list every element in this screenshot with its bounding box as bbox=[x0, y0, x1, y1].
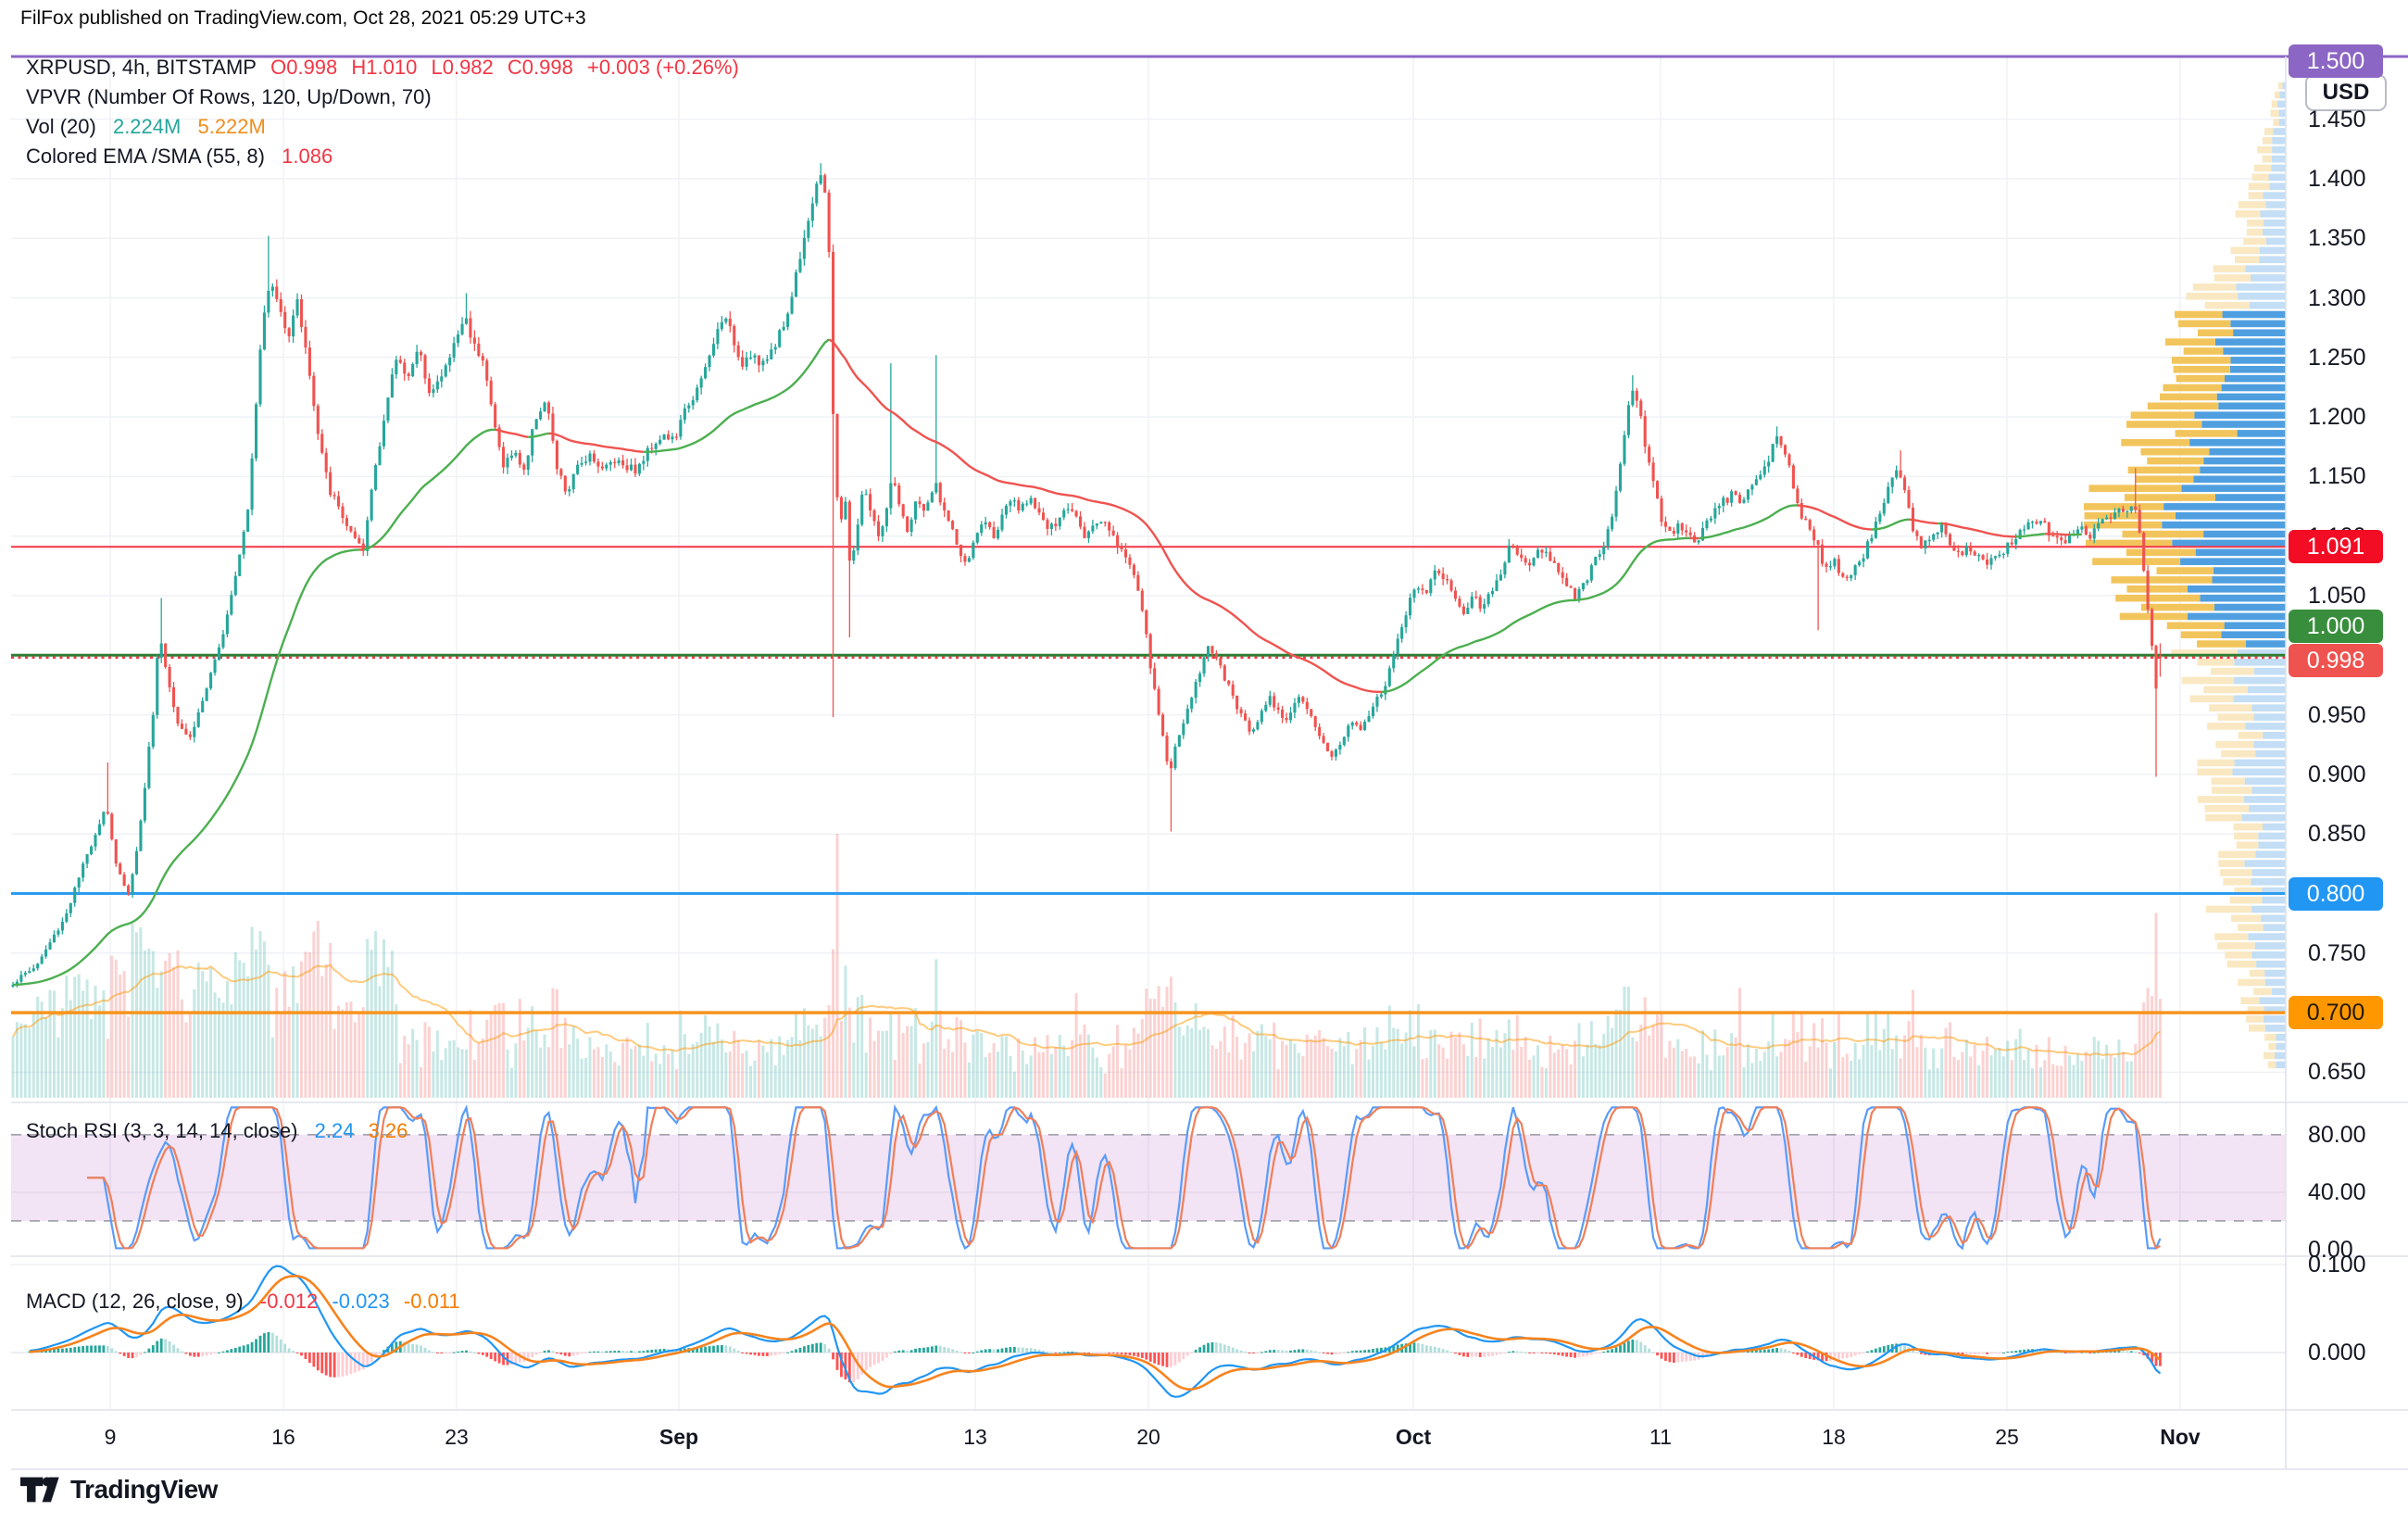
price-tick-label: 0.650 bbox=[2308, 1059, 2366, 1086]
ema-value: 1.086 bbox=[282, 145, 333, 168]
price-tick-label: 1.200 bbox=[2308, 404, 2366, 431]
price-tick-label: 1.150 bbox=[2308, 463, 2366, 490]
ohlc-change: +0.003 (+0.26%) bbox=[586, 56, 739, 79]
stoch-d-value: 3.26 bbox=[368, 1119, 408, 1142]
level-lines-layer bbox=[11, 546, 2286, 1014]
stoch-legend: Stoch RSI (3, 3, 14, 14, close) 2.24 3.2… bbox=[26, 1119, 419, 1143]
symbol-title[interactable]: XRPUSD, 4h, BITSTAMP bbox=[26, 56, 257, 79]
ohlc-open: O0.998 bbox=[270, 56, 338, 79]
stoch-tick-label: 80.00 bbox=[2308, 1121, 2366, 1148]
time-tick-label: Oct bbox=[1395, 1425, 1432, 1449]
volume-layer bbox=[11, 834, 2162, 1098]
time-tick-label: 23 bbox=[445, 1425, 469, 1449]
ema-legend: Colored EMA /SMA (55, 8) 1.086 bbox=[26, 145, 344, 169]
macd-label[interactable]: MACD (12, 26, close, 9) bbox=[26, 1290, 244, 1313]
tradingview-logo-icon[interactable] bbox=[20, 1475, 61, 1504]
price-tick-label: 1.250 bbox=[2308, 344, 2366, 371]
macd-tick-label: 0.000 bbox=[2308, 1340, 2366, 1366]
time-tick-label: Nov bbox=[2160, 1425, 2201, 1449]
price-tick-label: 0.750 bbox=[2308, 939, 2366, 966]
panel-borders bbox=[11, 55, 2408, 1470]
last-price-badge: 0.998 bbox=[2289, 643, 2383, 677]
stoch-tick-label: 40.00 bbox=[2308, 1178, 2366, 1205]
price-tick-label: 1.400 bbox=[2308, 165, 2366, 192]
ema-layer bbox=[12, 338, 2082, 987]
price-tick-label: 1.350 bbox=[2308, 225, 2366, 252]
level-price-badge: 0.800 bbox=[2289, 876, 2383, 911]
volume-ma-value: 5.222M bbox=[197, 115, 266, 138]
price-tick-label: 0.950 bbox=[2308, 701, 2366, 728]
time-tick-label: 25 bbox=[1995, 1425, 2019, 1449]
level-price-badge: 0.700 bbox=[2289, 996, 2383, 1030]
volume-value: 2.224M bbox=[112, 115, 182, 138]
vpvr-legend: VPVR (Number Of Rows, 120, Up/Down, 70) bbox=[26, 85, 443, 109]
candles-layer bbox=[11, 163, 2162, 988]
price-tick-label: 0.900 bbox=[2308, 761, 2366, 787]
ema-label[interactable]: Colored EMA /SMA (55, 8) bbox=[26, 145, 265, 168]
time-tick-label: 16 bbox=[271, 1425, 295, 1449]
time-tick-label: 9 bbox=[104, 1425, 117, 1449]
stoch-label[interactable]: Stoch RSI (3, 3, 14, 14, close) bbox=[26, 1119, 298, 1142]
price-tick-label: 1.450 bbox=[2308, 106, 2366, 132]
volume-label[interactable]: Vol (20) bbox=[26, 115, 96, 138]
macd-signal-value: -0.011 bbox=[403, 1290, 460, 1313]
macd-panel bbox=[28, 1265, 2162, 1398]
stoch-rsi-panel bbox=[11, 1103, 2286, 1251]
time-tick-label: Sep bbox=[658, 1425, 699, 1449]
currency-toggle-button[interactable]: USD bbox=[2305, 74, 2387, 111]
ohlc-high: H1.010 bbox=[351, 56, 418, 79]
footer: TradingView bbox=[20, 1475, 218, 1504]
range-high-badge: 1.500 bbox=[2289, 44, 2383, 79]
price-tick-label: 1.300 bbox=[2308, 284, 2366, 311]
macd-hist-value: -0.012 bbox=[259, 1290, 319, 1313]
macd-legend: MACD (12, 26, close, 9) -0.012 -0.023 -0… bbox=[26, 1290, 471, 1314]
level-price-badge: 1.000 bbox=[2289, 610, 2383, 644]
publish-header: FilFox published on TradingView.com, Oct… bbox=[20, 7, 586, 29]
symbol-legend: XRPUSD, 4h, BITSTAMP O0.998 H1.010 L0.98… bbox=[26, 56, 750, 80]
level-price-badge: 1.091 bbox=[2289, 530, 2383, 564]
volume-legend: Vol (20) 2.224M 5.222M bbox=[26, 115, 277, 139]
stoch-tick-label: 0.00 bbox=[2308, 1237, 2353, 1263]
time-tick-label: 18 bbox=[1822, 1425, 1846, 1449]
price-tick-label: 0.850 bbox=[2308, 821, 2366, 848]
brand-name[interactable]: TradingView bbox=[70, 1475, 218, 1504]
vpvr-layer bbox=[2084, 82, 2286, 1069]
ohlc-low: L0.982 bbox=[431, 56, 494, 79]
vpvr-label[interactable]: VPVR (Number Of Rows, 120, Up/Down, 70) bbox=[26, 85, 432, 108]
stoch-k-value: 2.24 bbox=[314, 1119, 355, 1142]
time-tick-label: 20 bbox=[1136, 1425, 1160, 1449]
price-tick-label: 1.050 bbox=[2308, 583, 2366, 609]
time-tick-label: 13 bbox=[963, 1425, 987, 1449]
time-tick-label: 11 bbox=[1649, 1425, 1672, 1449]
ohlc-close: C0.998 bbox=[507, 56, 573, 79]
macd-line-value: -0.023 bbox=[332, 1290, 390, 1313]
macd-tick-label: 0.100 bbox=[2308, 1252, 2366, 1278]
